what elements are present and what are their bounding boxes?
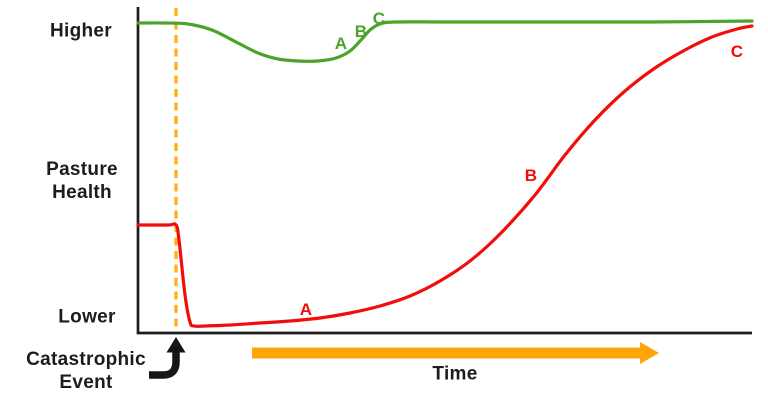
stage-label-green-curve-high-start-b: B: [354, 22, 368, 41]
y-tick-label-lower: Lower: [58, 306, 116, 328]
y-tick-label-higher: Higher: [50, 20, 112, 42]
stage-label-red-curve-low-start-c: C: [730, 42, 744, 61]
catastrophic-event-arrow: [149, 337, 186, 379]
stage-label-green-curve-high-start-c: C: [372, 9, 386, 28]
stage-label-green-curve-high-start-a: A: [334, 34, 348, 53]
y-axis-title-line2: Health: [52, 182, 112, 203]
time-arrow: [252, 342, 659, 364]
event-annotation: Catastrophic Event: [26, 348, 146, 394]
series-line-red: [136, 24, 754, 328]
series-line-green: [136, 19, 754, 63]
x-axis-title: Time: [432, 363, 478, 385]
event-annotation-line1: Catastrophic: [26, 349, 146, 370]
y-axis-title: Pasture Health: [46, 158, 118, 204]
event-annotation-line2: Event: [59, 372, 113, 393]
stage-label-red-curve-low-start-b: B: [524, 166, 538, 185]
y-axis-title-line1: Pasture: [46, 159, 118, 180]
stage-label-red-curve-low-start-a: A: [299, 300, 313, 319]
